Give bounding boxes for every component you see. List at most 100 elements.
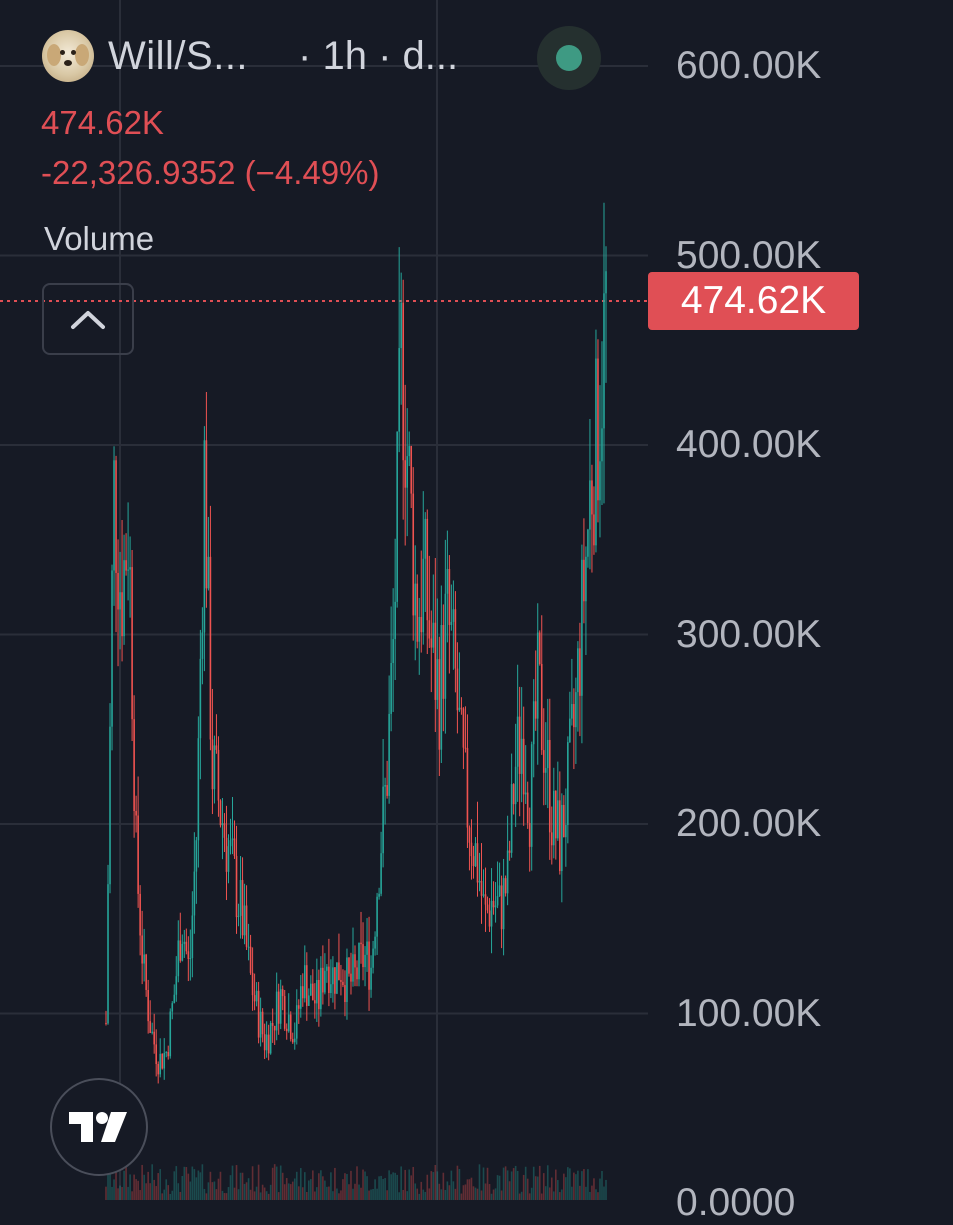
volume-bar (452, 1181, 455, 1200)
candle (518, 686, 521, 817)
candle (105, 1010, 107, 1026)
volume-bar (271, 1167, 274, 1200)
tradingview-logo-icon[interactable] (50, 1078, 148, 1176)
volume-bar (354, 1183, 356, 1200)
volume-bar (215, 1189, 218, 1200)
candle (249, 934, 252, 975)
volume-bar (127, 1186, 129, 1200)
candle (175, 956, 178, 1002)
candle (265, 1021, 268, 1058)
volume-bar (117, 1188, 119, 1200)
candle (378, 887, 380, 900)
candle (550, 806, 553, 865)
volume-bar (243, 1183, 246, 1200)
volume-bar (169, 1193, 172, 1200)
candle (161, 1053, 164, 1070)
volume-bar (591, 1185, 593, 1200)
interval-label[interactable]: · 1h · d... (298, 33, 459, 78)
volume-bar (563, 1173, 565, 1200)
candle (267, 1024, 270, 1061)
volume-bar (231, 1165, 234, 1200)
volume-bar (595, 1189, 597, 1200)
volume-bar (482, 1167, 485, 1200)
candle (269, 1020, 272, 1055)
volume-bar (565, 1177, 567, 1200)
volume-bar (575, 1174, 577, 1200)
volume-bar (322, 1176, 324, 1200)
volume-bar (107, 1167, 109, 1200)
candle (544, 722, 547, 805)
candle (599, 385, 601, 538)
candle (217, 736, 220, 817)
candle (530, 741, 533, 871)
candle (119, 551, 121, 650)
candle (402, 279, 404, 520)
volume-bar (388, 1170, 390, 1200)
candle (215, 714, 218, 754)
candle (127, 502, 129, 601)
volume-bar (526, 1178, 529, 1200)
candle (528, 807, 531, 872)
candle (542, 708, 545, 806)
volume-bar (396, 1174, 398, 1200)
volume-bar (279, 1165, 282, 1200)
candle (354, 945, 356, 987)
candle (524, 745, 527, 804)
candle (275, 972, 278, 1041)
candle (237, 903, 240, 927)
volume-bar (291, 1181, 294, 1200)
candle (472, 845, 475, 879)
candle (500, 875, 503, 949)
candle (494, 882, 497, 923)
collapse-legend-button[interactable] (42, 283, 134, 355)
volume-bar (518, 1193, 521, 1200)
volume-bar (589, 1191, 591, 1200)
volume-bar (434, 1164, 437, 1200)
candle (432, 574, 435, 654)
volume-bar (446, 1181, 449, 1200)
candle (410, 445, 413, 509)
volume-bar (273, 1164, 276, 1200)
candle (173, 984, 176, 1004)
candle (386, 760, 388, 799)
volume-bar (476, 1188, 479, 1200)
volume-bar (171, 1190, 174, 1200)
candle (502, 858, 505, 956)
volume-bar (567, 1167, 569, 1200)
market-status-indicator[interactable] (537, 26, 601, 90)
volume-bar (336, 1188, 338, 1200)
candle (181, 934, 184, 962)
candle (428, 555, 431, 648)
candle (366, 918, 368, 972)
candle (470, 819, 473, 880)
volume-bar (573, 1172, 575, 1200)
candle (145, 953, 147, 997)
candle (199, 629, 202, 780)
volume-bar (548, 1187, 551, 1200)
candlestick-chart[interactable] (0, 0, 953, 1200)
candle (589, 419, 591, 570)
candle (245, 885, 248, 951)
volume-bar (432, 1172, 435, 1200)
candle (163, 1038, 166, 1080)
volume-bar (165, 1179, 168, 1200)
candle (113, 446, 115, 606)
volume-bar (382, 1178, 384, 1200)
volume-bar (438, 1183, 441, 1200)
volume-bar (440, 1189, 443, 1200)
candle (442, 604, 445, 732)
volume-bar (239, 1172, 242, 1200)
candle (438, 636, 441, 776)
candle (563, 795, 565, 838)
candle (109, 703, 111, 894)
volume-bar (550, 1177, 553, 1200)
volume-bar (342, 1179, 344, 1200)
volume-bar (265, 1191, 268, 1200)
candle (117, 539, 119, 667)
symbol-name[interactable]: Will/S... (108, 33, 249, 78)
candle (380, 831, 382, 897)
volume-bar (183, 1166, 186, 1200)
volume-bar (247, 1178, 250, 1200)
volume-bar (593, 1178, 595, 1200)
candle (344, 970, 346, 1017)
